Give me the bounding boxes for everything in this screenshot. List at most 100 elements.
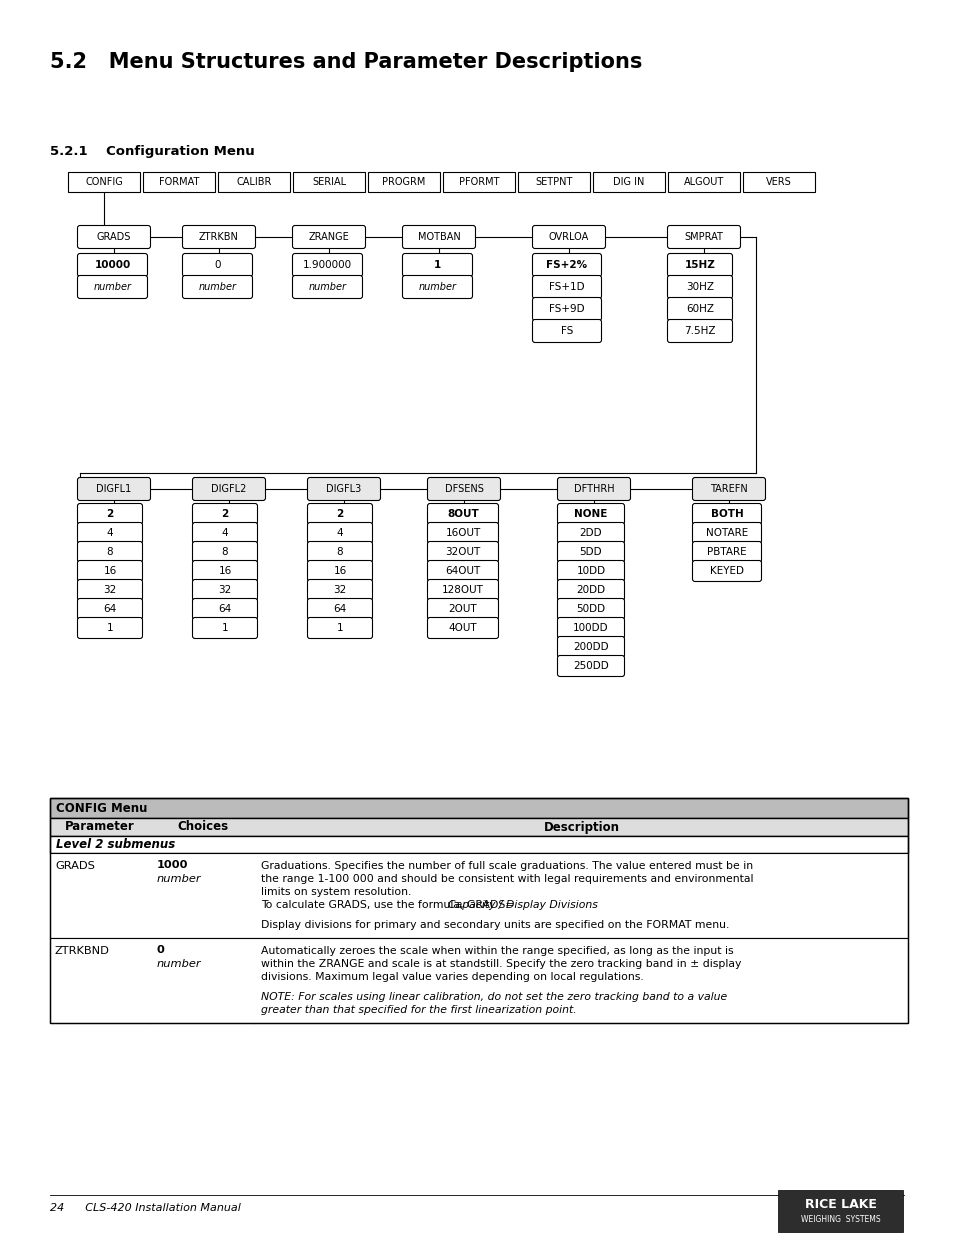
FancyBboxPatch shape xyxy=(77,504,142,525)
FancyBboxPatch shape xyxy=(293,253,362,277)
FancyBboxPatch shape xyxy=(77,522,142,543)
FancyBboxPatch shape xyxy=(182,275,253,299)
FancyBboxPatch shape xyxy=(427,478,500,500)
FancyBboxPatch shape xyxy=(427,504,498,525)
FancyBboxPatch shape xyxy=(692,522,760,543)
Text: 1: 1 xyxy=(107,622,113,634)
Text: 60HZ: 60HZ xyxy=(685,304,713,314)
FancyBboxPatch shape xyxy=(193,541,257,562)
FancyBboxPatch shape xyxy=(307,579,372,600)
Text: ZTRKBND: ZTRKBND xyxy=(55,946,110,956)
Text: 4OUT: 4OUT xyxy=(448,622,476,634)
FancyBboxPatch shape xyxy=(557,522,624,543)
Text: the range 1-100 000 and should be consistent with legal requirements and environ: the range 1-100 000 and should be consis… xyxy=(261,874,753,884)
Bar xyxy=(742,172,814,191)
Text: 0: 0 xyxy=(157,945,165,955)
Text: GRADS: GRADS xyxy=(96,232,132,242)
FancyBboxPatch shape xyxy=(557,579,624,600)
FancyBboxPatch shape xyxy=(692,504,760,525)
FancyBboxPatch shape xyxy=(193,618,257,638)
FancyBboxPatch shape xyxy=(532,226,605,248)
Text: Parameter: Parameter xyxy=(65,820,134,834)
Text: Level 2 submenus: Level 2 submenus xyxy=(56,839,175,851)
FancyBboxPatch shape xyxy=(307,618,372,638)
Text: 8: 8 xyxy=(221,547,228,557)
FancyBboxPatch shape xyxy=(667,253,732,277)
Bar xyxy=(50,853,907,939)
Text: DIGFL2: DIGFL2 xyxy=(212,484,247,494)
Text: RICE LAKE: RICE LAKE xyxy=(804,1198,876,1210)
Bar xyxy=(667,172,740,191)
FancyBboxPatch shape xyxy=(402,226,475,248)
Text: SERIAL: SERIAL xyxy=(312,177,346,186)
Text: OVRLOA: OVRLOA xyxy=(548,232,589,242)
FancyBboxPatch shape xyxy=(77,478,151,500)
Text: 2: 2 xyxy=(336,509,343,519)
Text: Description: Description xyxy=(543,820,618,834)
FancyBboxPatch shape xyxy=(532,298,601,321)
Text: 16OUT: 16OUT xyxy=(445,529,480,538)
Text: 128OUT: 128OUT xyxy=(441,585,483,595)
Bar xyxy=(778,1191,902,1233)
Text: 100DD: 100DD xyxy=(573,622,608,634)
FancyBboxPatch shape xyxy=(193,522,257,543)
Text: BOTH: BOTH xyxy=(710,509,742,519)
Text: CALIBR: CALIBR xyxy=(236,177,272,186)
Text: PFORMT: PFORMT xyxy=(458,177,498,186)
Text: 1.900000: 1.900000 xyxy=(303,261,352,270)
Text: DIGFL1: DIGFL1 xyxy=(96,484,132,494)
Text: GRADS: GRADS xyxy=(55,861,94,871)
Text: DIGFL3: DIGFL3 xyxy=(326,484,361,494)
Text: 1000: 1000 xyxy=(157,860,189,869)
Text: ALGOUT: ALGOUT xyxy=(683,177,723,186)
Text: number: number xyxy=(93,282,132,291)
Text: 4: 4 xyxy=(336,529,343,538)
Text: 10DD: 10DD xyxy=(576,566,605,576)
Text: Choices: Choices xyxy=(176,820,228,834)
FancyBboxPatch shape xyxy=(532,275,601,299)
Bar xyxy=(143,172,214,191)
Text: DFSENS: DFSENS xyxy=(444,484,483,494)
FancyBboxPatch shape xyxy=(427,522,498,543)
Text: 64OUT: 64OUT xyxy=(445,566,480,576)
FancyBboxPatch shape xyxy=(193,478,265,500)
Bar xyxy=(50,836,907,853)
Text: FS: FS xyxy=(560,326,573,336)
Text: 16: 16 xyxy=(103,566,116,576)
Text: limits on system resolution.: limits on system resolution. xyxy=(261,887,411,897)
Text: 2OUT: 2OUT xyxy=(448,604,476,614)
Text: 8OUT: 8OUT xyxy=(447,509,478,519)
FancyBboxPatch shape xyxy=(77,579,142,600)
FancyBboxPatch shape xyxy=(307,541,372,562)
Text: CONFIG Menu: CONFIG Menu xyxy=(56,802,147,815)
Text: DIG IN: DIG IN xyxy=(613,177,644,186)
Text: PROGRM: PROGRM xyxy=(382,177,425,186)
Text: 10000: 10000 xyxy=(94,261,131,270)
Text: ZRANGE: ZRANGE xyxy=(309,232,349,242)
Text: FS+9D: FS+9D xyxy=(549,304,584,314)
Text: number: number xyxy=(157,960,201,969)
FancyBboxPatch shape xyxy=(667,226,740,248)
Text: TAREFN: TAREFN xyxy=(709,484,747,494)
Text: 30HZ: 30HZ xyxy=(685,282,713,291)
FancyBboxPatch shape xyxy=(532,253,601,277)
Text: FS+2%: FS+2% xyxy=(546,261,587,270)
Text: 1: 1 xyxy=(336,622,343,634)
Text: 7.5HZ: 7.5HZ xyxy=(683,326,715,336)
Text: within the ZRANGE and scale is at standstill. Specify the zero tracking band in : within the ZRANGE and scale is at stands… xyxy=(261,960,740,969)
FancyBboxPatch shape xyxy=(557,636,624,657)
Text: 64: 64 xyxy=(218,604,232,614)
FancyBboxPatch shape xyxy=(307,522,372,543)
Text: Graduations. Specifies the number of full scale graduations. The value entered m: Graduations. Specifies the number of ful… xyxy=(261,861,752,871)
Bar xyxy=(517,172,589,191)
Text: VERS: VERS xyxy=(765,177,791,186)
FancyBboxPatch shape xyxy=(427,618,498,638)
FancyBboxPatch shape xyxy=(293,226,365,248)
Text: number: number xyxy=(157,874,201,884)
Text: KEYED: KEYED xyxy=(709,566,743,576)
Text: 4: 4 xyxy=(221,529,228,538)
Text: 200DD: 200DD xyxy=(573,642,608,652)
Text: 16: 16 xyxy=(218,566,232,576)
FancyBboxPatch shape xyxy=(77,275,148,299)
Text: 16: 16 xyxy=(333,566,346,576)
